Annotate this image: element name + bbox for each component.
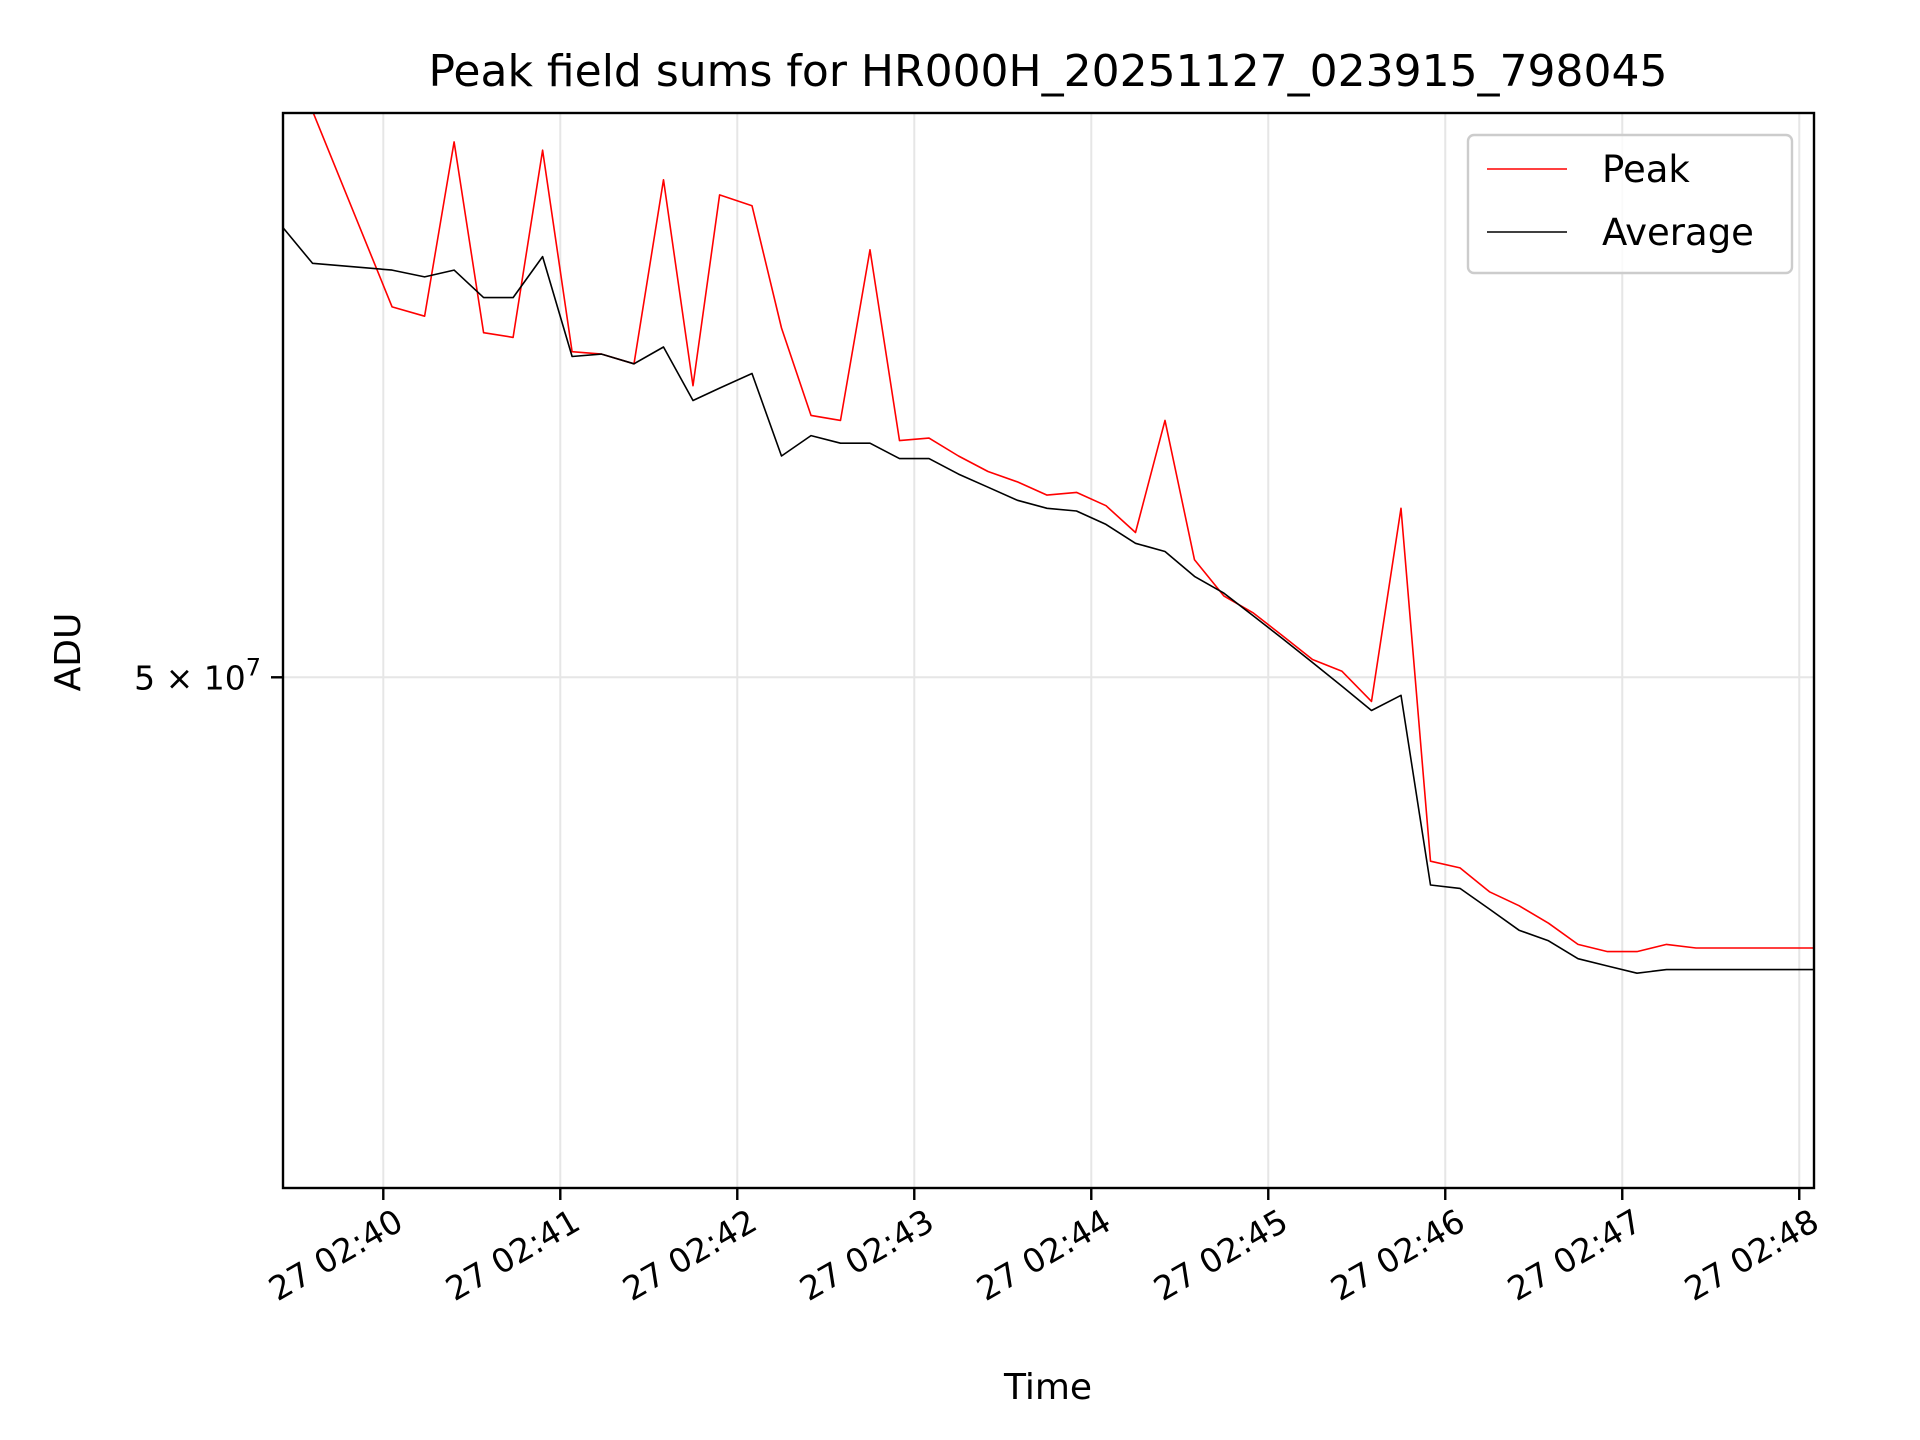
x-tick-label: 27 02:42 xyxy=(616,1201,763,1309)
series-layer xyxy=(283,113,1814,975)
x-tick-label: 27 02:48 xyxy=(1678,1201,1825,1309)
x-tick-label: 27 02:44 xyxy=(970,1201,1117,1309)
x-axis-label: Time xyxy=(1003,1367,1092,1408)
x-tick-label: 27 02:45 xyxy=(1147,1201,1294,1309)
x-tick-label: 27 02:43 xyxy=(793,1201,940,1309)
series-line-peak xyxy=(283,113,1814,953)
chart-title: Peak field sums for HR000H_20251127_0239… xyxy=(428,46,1667,97)
y-axis-label: ADU xyxy=(48,613,89,692)
x-tick-label: 27 02:46 xyxy=(1324,1201,1471,1309)
x-tick-label: 27 02:47 xyxy=(1501,1201,1648,1309)
x-tick-label: 27 02:40 xyxy=(262,1201,409,1309)
legend-label-average: Average xyxy=(1602,211,1754,254)
ticks-layer: 27 02:40 27 02:41 27 02:42 27 02:43 27 02:44… xyxy=(134,653,1825,1308)
y-tick-label: 5 × 107 xyxy=(134,653,261,697)
x-tick-label: 27 02:41 xyxy=(439,1201,586,1309)
plot-frame xyxy=(281,111,1816,1190)
series-line-average xyxy=(283,227,1814,975)
legend: Peak Average xyxy=(1466,133,1794,275)
legend-label-peak: Peak xyxy=(1602,148,1690,191)
grid-layer xyxy=(283,113,1814,1188)
